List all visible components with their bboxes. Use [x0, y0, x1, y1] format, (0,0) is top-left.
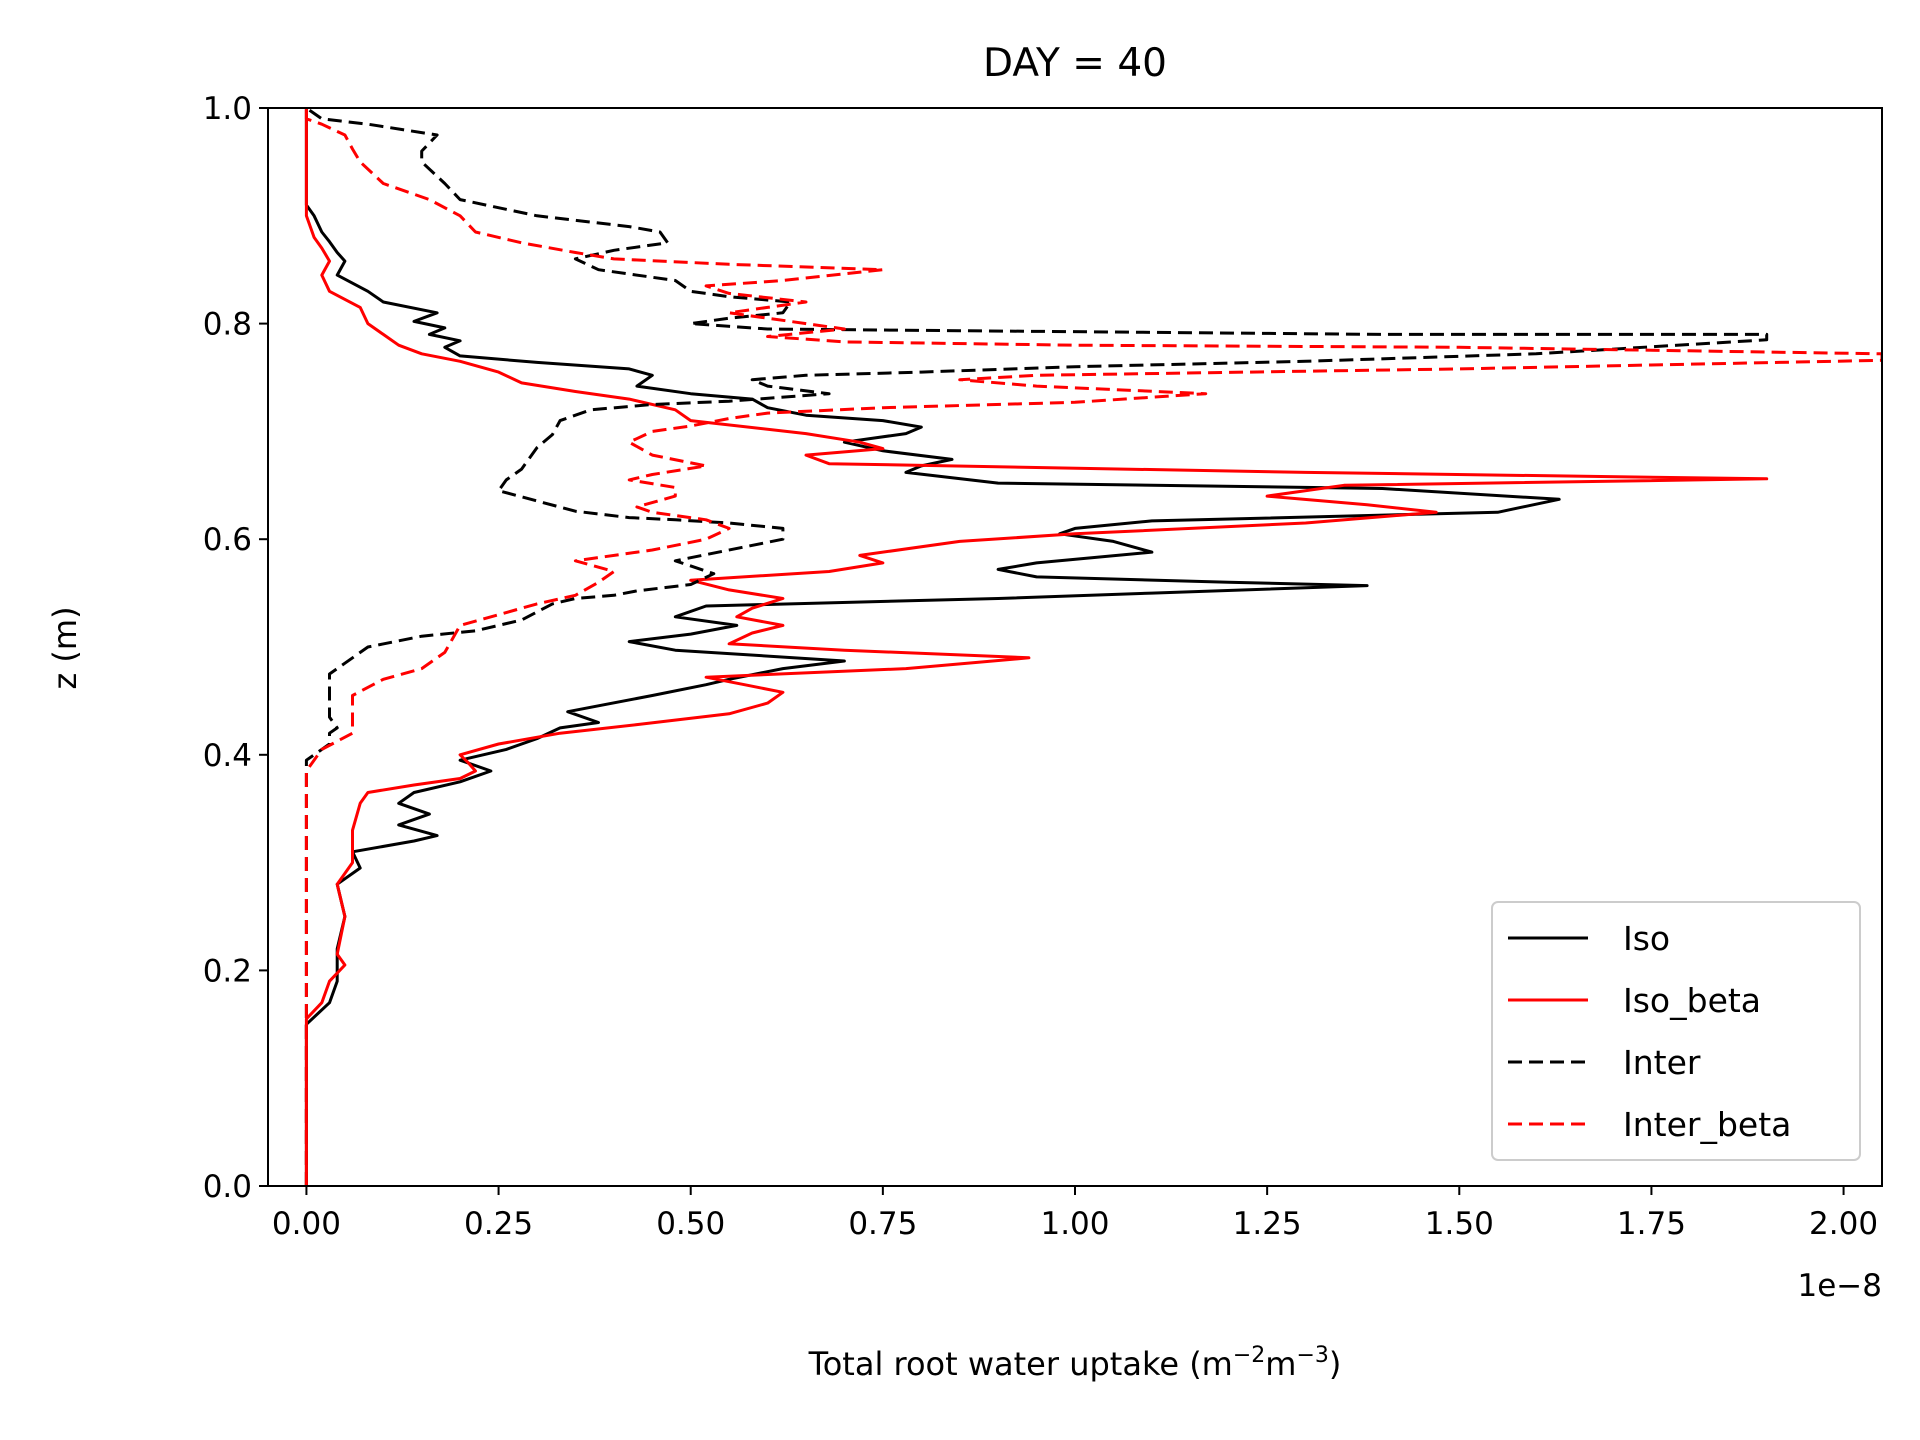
legend-label-iso-beta: Iso_beta	[1623, 981, 1761, 1020]
legend-box	[1491, 901, 1861, 1161]
y-tick-label: 0.2	[203, 953, 252, 989]
chart-title: DAY = 40	[983, 41, 1167, 86]
y-tick-label: 0.0	[203, 1169, 252, 1205]
x-axis-label: Total root water uptake (m−2m−3)	[808, 1343, 1342, 1383]
x-axis-label-sup1: −2	[1233, 1343, 1265, 1368]
x-tick-label: 1.00	[1040, 1206, 1109, 1242]
y-tick-label: 1.0	[203, 91, 252, 127]
x-axis-ticks: 0.00 0.25 0.50 0.75 1.00 1.25 1.50 1.75 2.00	[272, 1186, 1878, 1242]
x-tick-label: 1.50	[1425, 1206, 1494, 1242]
series-line-inter	[304, 108, 1769, 1186]
x-tick-label: 2.00	[1809, 1206, 1878, 1242]
x-axis-label-main: Total root water uptake (m	[808, 1345, 1233, 1383]
y-tick-label: 0.4	[203, 738, 252, 774]
x-tick-label: 1.75	[1617, 1206, 1686, 1242]
legend: Iso Iso_beta Inter Inter_beta	[1491, 901, 1861, 1161]
legend-label-iso: Iso	[1623, 919, 1670, 958]
x-axis-label-end: )	[1329, 1345, 1341, 1383]
y-tick-label: 0.6	[203, 522, 252, 558]
series-line-inter-beta	[304, 108, 1882, 1186]
y-axis-ticks: 0.0 0.2 0.4 0.6 0.8 1.0	[203, 91, 268, 1205]
legend-label-inter: Inter	[1623, 1043, 1701, 1082]
x-axis-label-mid: m	[1265, 1345, 1296, 1383]
x-axis-label-sup2: −3	[1296, 1343, 1328, 1368]
x-tick-label: 1.25	[1233, 1206, 1302, 1242]
x-tick-label: 0.50	[656, 1206, 725, 1242]
y-axis-label: z (m)	[46, 606, 84, 689]
x-tick-label: 0.00	[272, 1206, 341, 1242]
x-offset-text: 1e−8	[1798, 1268, 1883, 1304]
x-tick-label: 0.25	[464, 1206, 533, 1242]
series-line-iso	[304, 108, 1561, 1186]
y-tick-label: 0.8	[203, 307, 252, 343]
legend-label-inter-beta: Inter_beta	[1623, 1105, 1791, 1144]
series-line-iso-beta	[304, 108, 1769, 1186]
series-layer	[304, 108, 1882, 1186]
x-tick-label: 0.75	[848, 1206, 917, 1242]
